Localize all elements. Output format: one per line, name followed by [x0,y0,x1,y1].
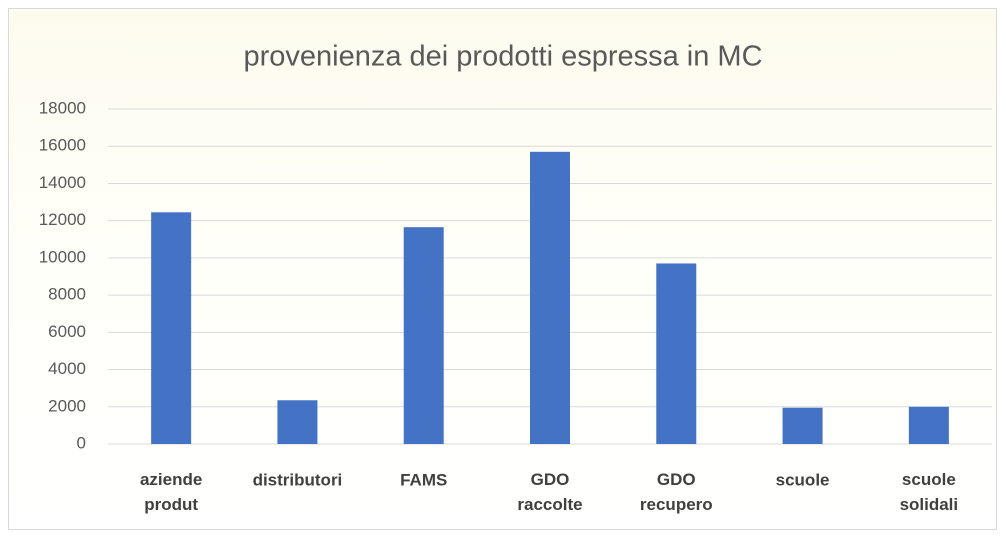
bar [277,400,318,444]
y-tick-label: 14000 [39,173,86,192]
bar [151,212,192,444]
bar [908,406,949,444]
bar [782,407,823,444]
x-tick-label: scuole [776,470,830,489]
y-tick-label: 6000 [48,322,86,341]
x-tick-label: GDO recupero [640,470,713,514]
y-tick-label: 0 [77,433,86,452]
y-tick-label: 2000 [48,396,86,415]
x-tick-label: scuole solidali [900,470,959,514]
y-tick-label: 10000 [39,247,86,266]
y-tick-label: 18000 [39,98,86,117]
x-tick-label: GDO raccolte [517,470,582,514]
x-tick-label: FAMS [400,470,447,489]
bar [656,263,697,444]
x-tick-label: aziende produt [140,470,202,514]
y-tick-label: 8000 [48,285,86,304]
y-tick-label: 16000 [39,136,86,155]
x-tick-label: distributori [253,470,343,489]
chart-title: provenienza dei prodotti espressa in MC [243,41,762,73]
bar [403,227,444,444]
y-tick-label: 4000 [48,359,86,378]
y-tick-label: 12000 [39,210,86,229]
bar [530,151,570,445]
